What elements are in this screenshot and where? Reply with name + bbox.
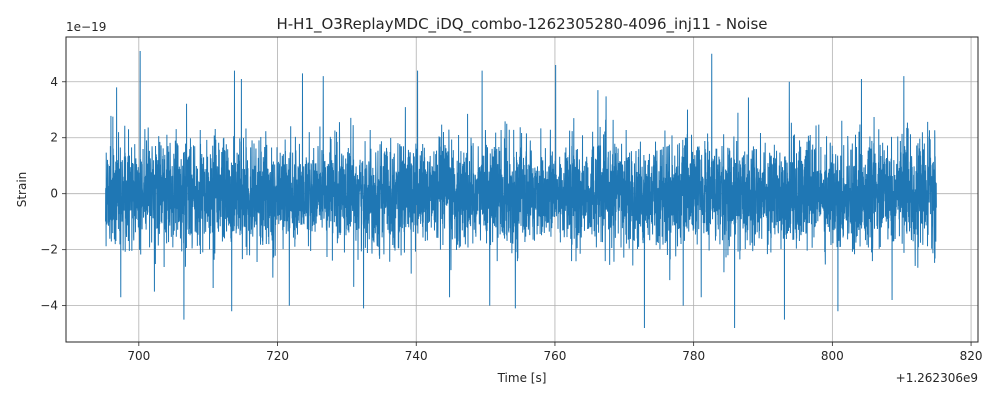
y-tick-label: −2 bbox=[40, 243, 58, 257]
plot-frame bbox=[65, 36, 979, 343]
x-tick-label: 800 bbox=[821, 349, 844, 363]
x-tick-label: 700 bbox=[127, 349, 150, 363]
x-tick-label: 820 bbox=[960, 349, 983, 363]
x-axis-label: Time [s] bbox=[497, 371, 547, 385]
ticks: 700 720 740 760 780 800 820 −4 −2 0 2 4 bbox=[40, 75, 982, 363]
x-offset-label: +1.262306e9 bbox=[896, 371, 978, 385]
y-tick-label: 4 bbox=[50, 75, 58, 89]
y-tick-label: −4 bbox=[40, 299, 58, 313]
x-tick-label: 760 bbox=[543, 349, 566, 363]
data-area bbox=[105, 50, 937, 329]
y-axis-label: Strain bbox=[15, 172, 29, 208]
y-tick-label: 0 bbox=[50, 187, 58, 201]
x-tick-label: 780 bbox=[682, 349, 705, 363]
x-tick-label: 740 bbox=[405, 349, 428, 363]
y-tick-label: 2 bbox=[50, 131, 58, 145]
x-tick-label: 720 bbox=[266, 349, 289, 363]
y-scale-label: 1e−19 bbox=[66, 20, 106, 34]
series-line bbox=[105, 50, 937, 329]
chart-title: H-H1_O3ReplayMDC_iDQ_combo-1262305280-40… bbox=[276, 15, 767, 34]
